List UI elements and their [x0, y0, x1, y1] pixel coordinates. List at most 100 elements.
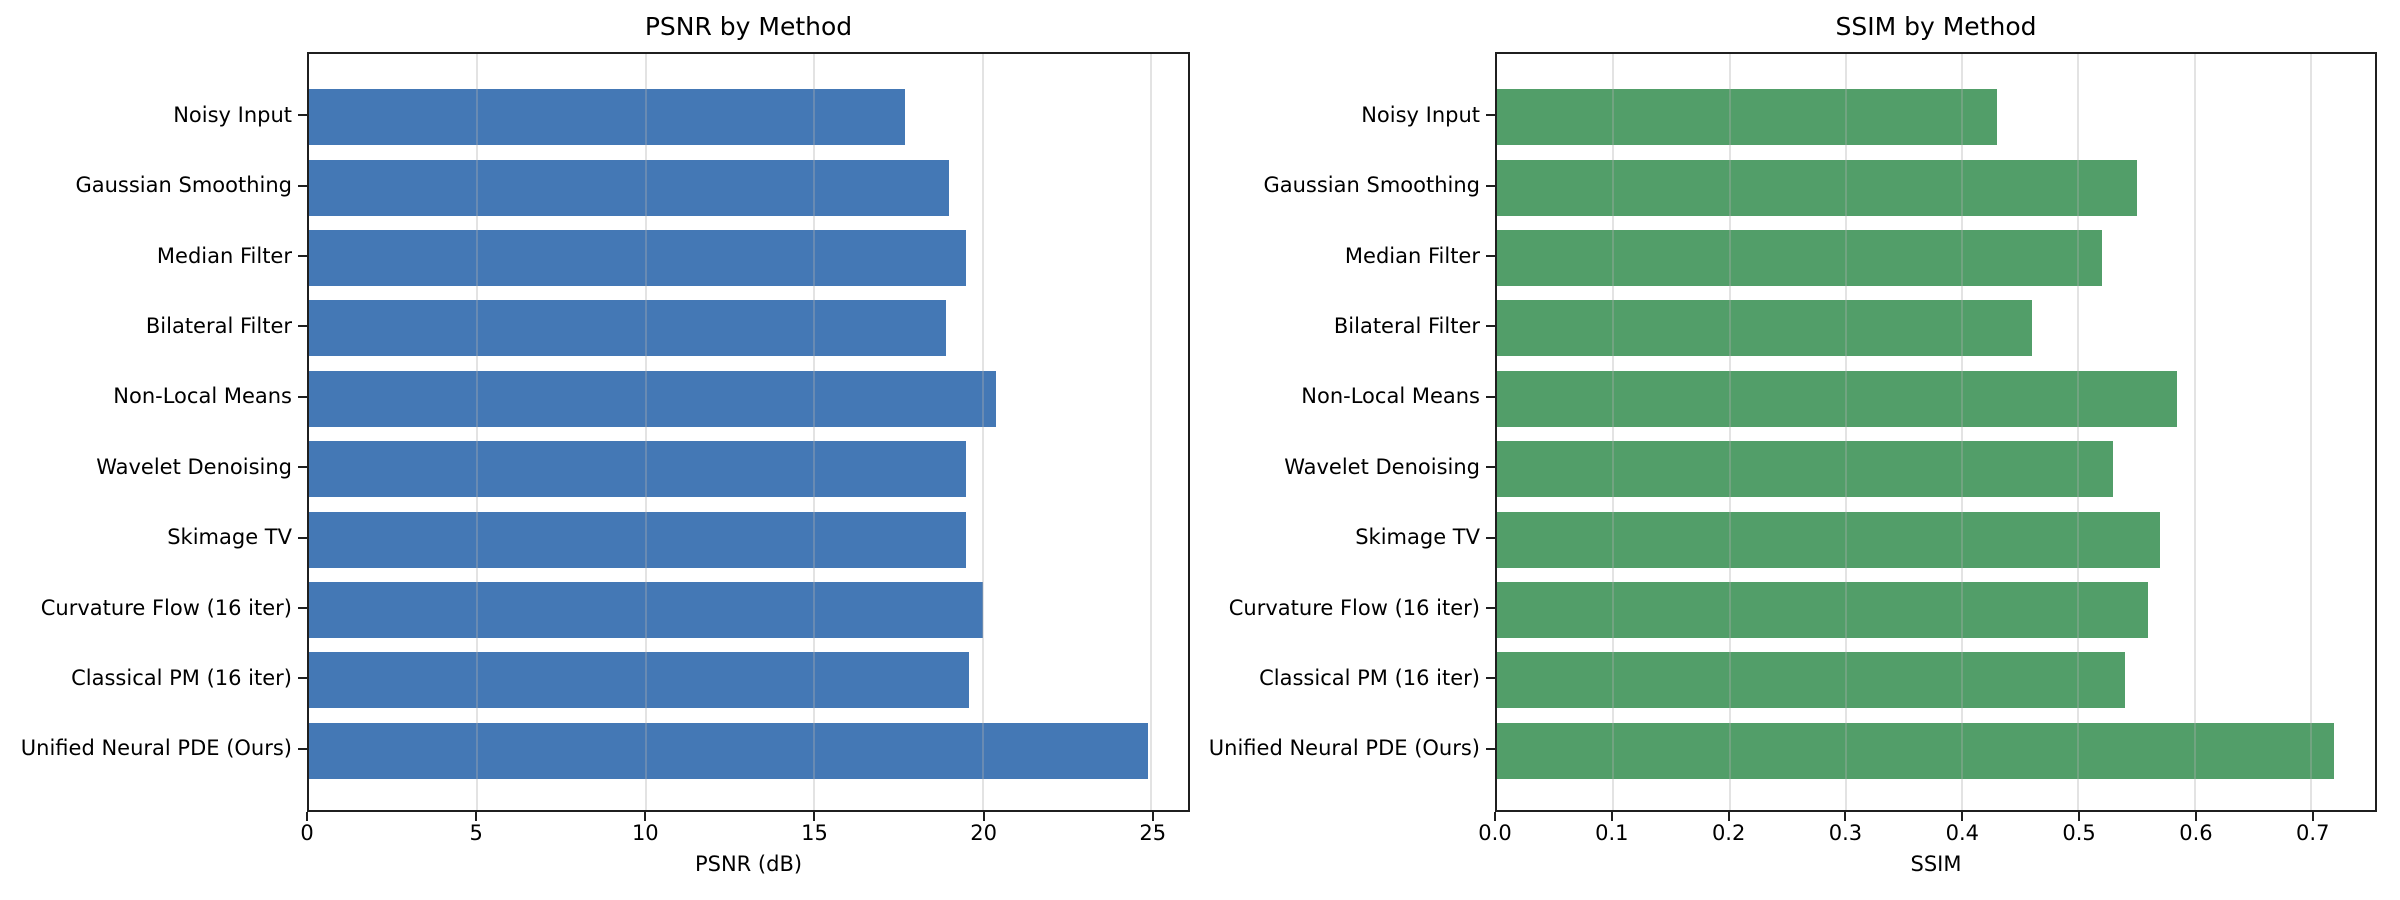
x-tick-mark — [982, 812, 985, 821]
gridline — [644, 54, 647, 810]
gridline — [2310, 54, 2313, 810]
x-tick-mark — [1151, 812, 1154, 821]
y-tick-mark — [298, 536, 307, 539]
y-tick-label: Skimage TV — [167, 525, 292, 550]
y-tick-label: Non-Local Means — [113, 384, 292, 409]
x-tick-mark — [644, 812, 647, 821]
y-tick-label: Non-Local Means — [1301, 384, 1480, 409]
x-axis-label: SSIM — [1910, 852, 1962, 876]
y-tick-mark — [1486, 747, 1495, 750]
y-tick-label: Unified Neural PDE (Ours) — [20, 736, 292, 761]
plot-area — [1495, 52, 2377, 812]
x-tick-label: 0.2 — [1711, 821, 1746, 845]
y-tick-label: Gaussian Smoothing — [1263, 173, 1480, 198]
x-tick-label: 0.1 — [1595, 821, 1629, 845]
gridline — [1844, 54, 1847, 810]
x-tick-label: 5 — [469, 821, 483, 845]
x-axis-label: PSNR (dB) — [694, 852, 803, 876]
bar — [309, 230, 966, 286]
y-tick-mark — [298, 607, 307, 609]
y-tick-mark — [1486, 466, 1495, 469]
bar — [309, 722, 1148, 779]
y-tick-mark — [1486, 607, 1495, 609]
x-tick-mark — [2194, 812, 2197, 821]
y-tick-mark — [298, 747, 307, 750]
y-tick-label: Classical PM (16 iter) — [71, 665, 292, 690]
bar — [309, 89, 906, 146]
y-tick-mark — [298, 114, 307, 117]
chart-title: PSNR by Method — [644, 12, 853, 41]
x-tick-label: 0.4 — [1945, 821, 1979, 845]
x-tick-label: 25 — [1139, 821, 1167, 845]
gridline — [1961, 54, 1964, 810]
x-tick-label: 0.7 — [2296, 821, 2330, 845]
y-tick-label: Curvature Flow (16 iter) — [1228, 595, 1480, 620]
y-tick-mark — [1486, 255, 1495, 257]
chart-title: SSIM by Method — [1835, 12, 2037, 41]
x-tick-mark — [2078, 812, 2081, 821]
x-tick-label: 20 — [970, 821, 997, 845]
y-tick-label: Gaussian Smoothing — [75, 173, 292, 198]
bar — [1497, 722, 2335, 779]
y-tick-label: Wavelet Denoising — [1284, 454, 1480, 479]
y-tick-mark — [1486, 184, 1495, 187]
y-tick-mark — [298, 184, 307, 187]
y-tick-mark — [298, 395, 307, 398]
bar — [1497, 652, 2125, 709]
x-tick-label: 15 — [801, 821, 828, 845]
x-tick-label: 0.0 — [1478, 821, 1512, 845]
x-tick-mark — [306, 812, 308, 821]
y-tick-mark — [1486, 395, 1495, 398]
bar — [1497, 582, 2149, 638]
gridline — [981, 54, 984, 810]
y-tick-mark — [1486, 536, 1495, 539]
gridline — [813, 54, 816, 810]
y-tick-mark — [298, 466, 307, 469]
y-tick-mark — [1486, 325, 1495, 328]
y-tick-label: Bilateral Filter — [1333, 313, 1480, 338]
y-tick-label: Classical PM (16 iter) — [1259, 665, 1480, 690]
x-tick-label: 0 — [300, 821, 314, 845]
y-tick-label: Noisy Input — [173, 102, 292, 127]
x-tick-mark — [1727, 812, 1730, 821]
y-tick-label: Skimage TV — [1355, 525, 1480, 550]
y-tick-mark — [298, 325, 307, 328]
bar — [1497, 511, 2160, 568]
x-tick-mark — [1844, 812, 1847, 821]
y-tick-label: Noisy Input — [1361, 102, 1480, 127]
bar — [1497, 370, 2178, 427]
gridline — [2077, 54, 2080, 810]
bar — [1497, 230, 2102, 286]
gridline — [1728, 54, 1731, 810]
bar — [309, 511, 966, 568]
bar — [309, 582, 983, 638]
y-tick-label: Unified Neural PDE (Ours) — [1208, 736, 1480, 761]
x-tick-mark — [1961, 812, 1964, 821]
x-tick-mark — [475, 812, 478, 821]
x-tick-mark — [1610, 812, 1613, 821]
y-tick-mark — [298, 677, 307, 680]
x-tick-label: 0.6 — [2179, 821, 2213, 845]
y-tick-label: Bilateral Filter — [145, 313, 292, 338]
bar — [1497, 159, 2137, 216]
y-tick-label: Median Filter — [1344, 243, 1480, 268]
y-tick-mark — [1486, 114, 1495, 117]
x-tick-label: 0.3 — [1828, 821, 1863, 845]
y-tick-label: Wavelet Denoising — [96, 454, 292, 479]
x-tick-label: 0.5 — [2062, 821, 2096, 845]
gridline — [2193, 54, 2196, 810]
x-tick-label: 10 — [631, 821, 659, 845]
gridline — [1149, 54, 1152, 810]
x-tick-mark — [813, 812, 816, 821]
bar — [309, 441, 966, 498]
x-tick-mark — [2311, 812, 2314, 821]
bar — [1497, 89, 1998, 146]
plot-area — [307, 52, 1190, 812]
y-tick-label: Curvature Flow (16 iter) — [40, 595, 292, 620]
gridline — [476, 54, 479, 810]
bar — [309, 159, 949, 216]
bar — [309, 300, 946, 357]
bar — [1497, 300, 2032, 357]
x-tick-mark — [1494, 812, 1496, 821]
y-tick-mark — [298, 255, 307, 257]
